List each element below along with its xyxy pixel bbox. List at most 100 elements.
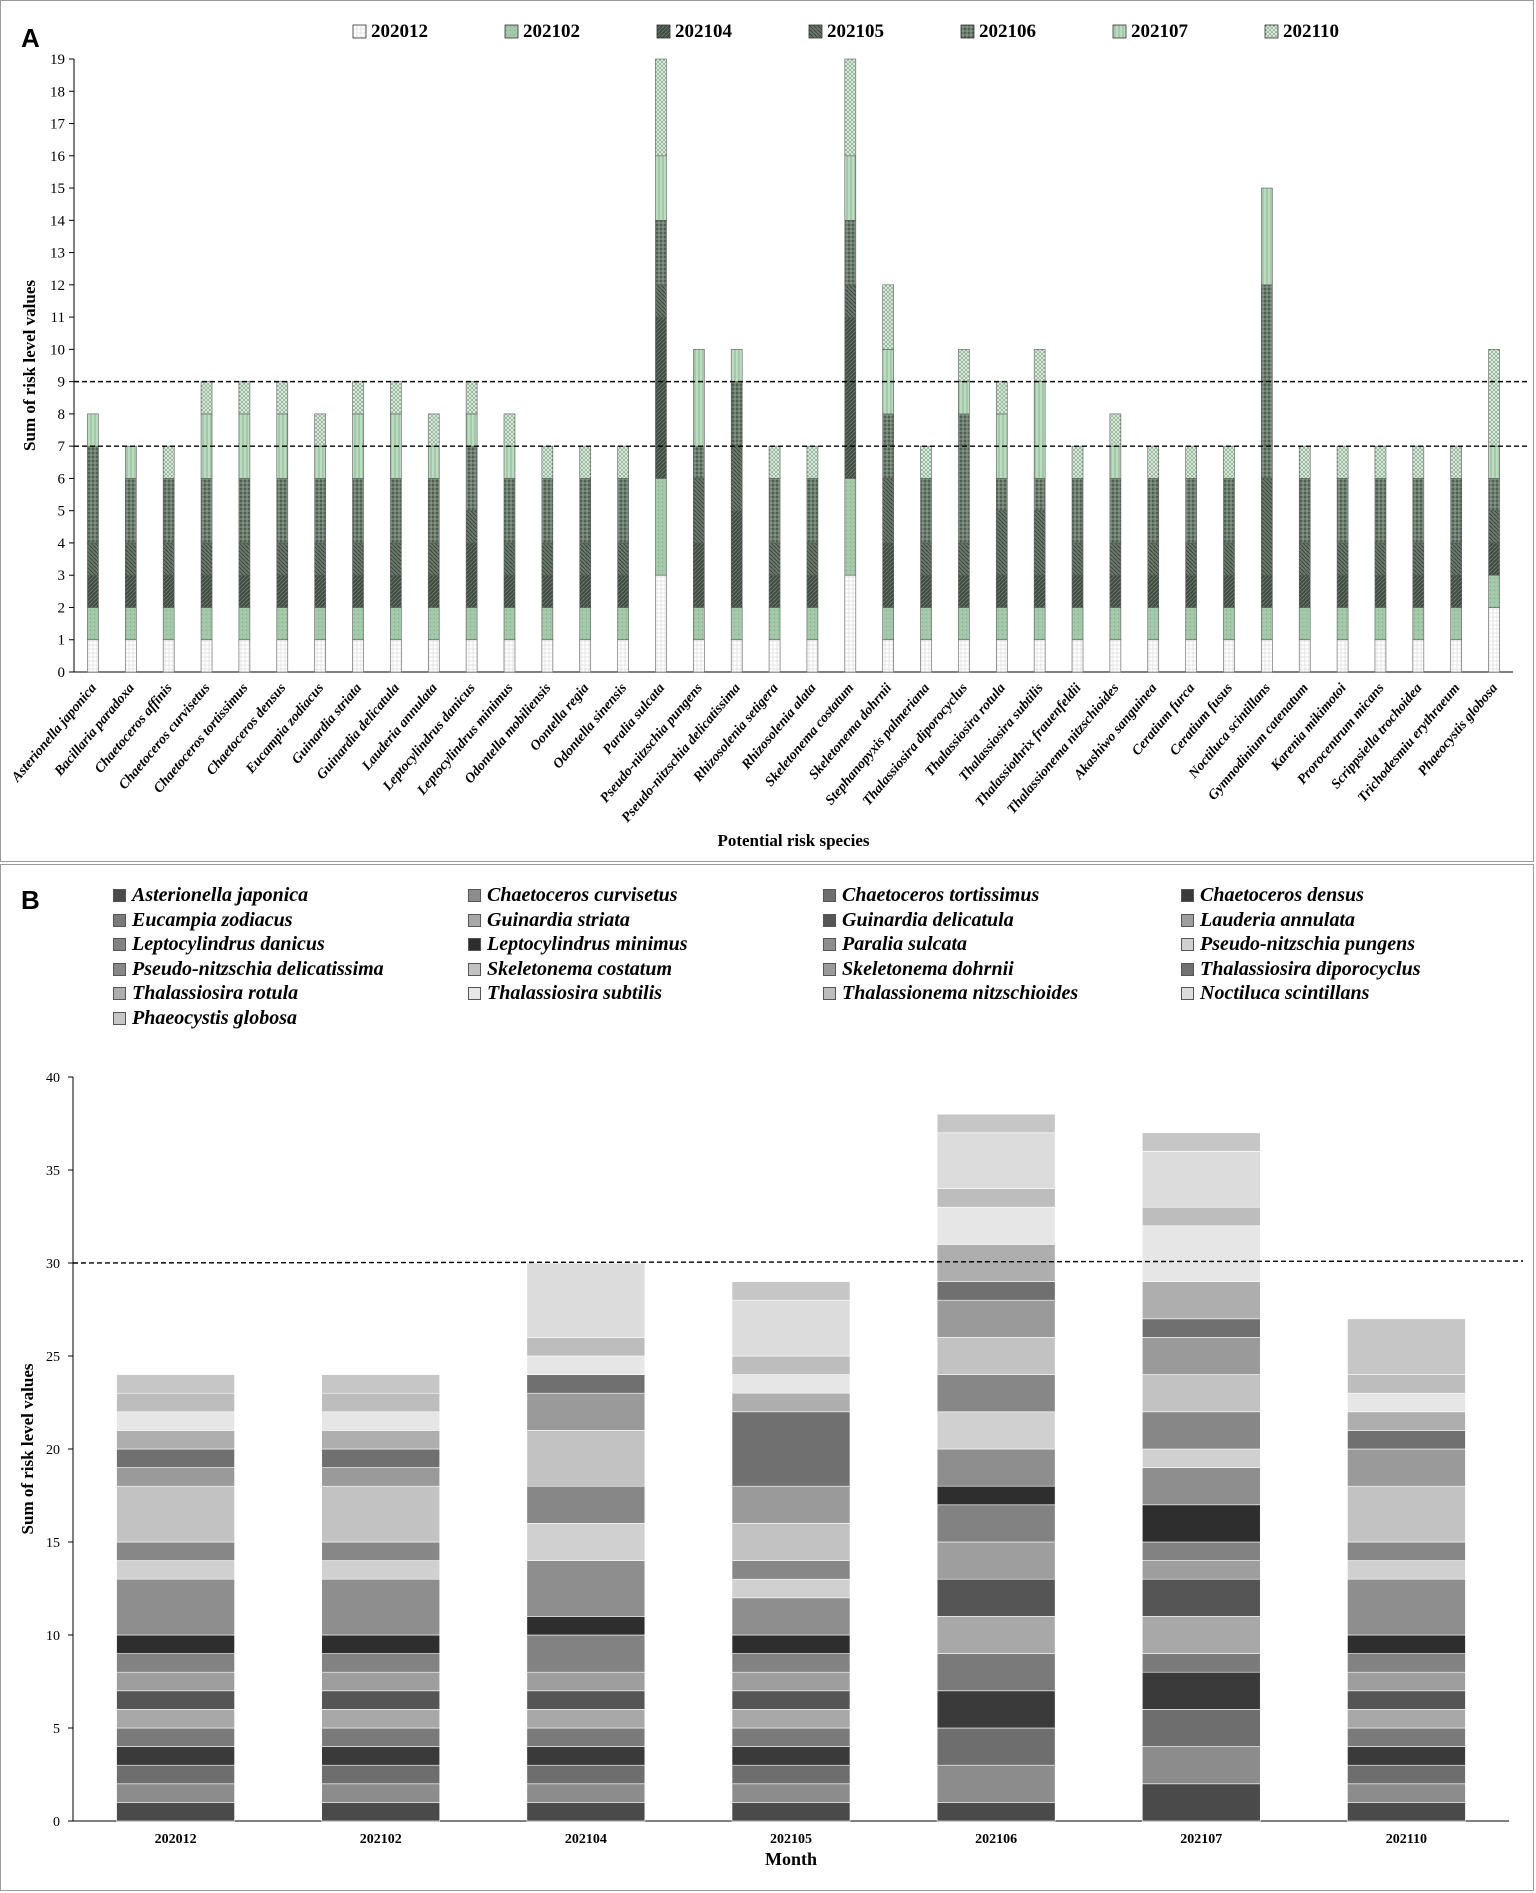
bar-thalassionema-nitzschioides-202012 xyxy=(116,1392,235,1413)
bar-202110-ceratium-fusus xyxy=(1223,445,1235,479)
bar-202105-stephanopyxis-palmeriana xyxy=(920,542,932,576)
bar-202105-guinardia-delicatula xyxy=(390,542,402,576)
bar-202106-phaeocystis-globosa xyxy=(1488,478,1500,511)
bar-202110-chaetoceros-densus xyxy=(276,381,289,415)
y-tick-label-b: 10 xyxy=(46,1629,60,1644)
bar-phaeocystis-globosa-202102 xyxy=(321,1374,441,1394)
legend-item-b: Paralia sulcata xyxy=(823,933,967,956)
legend-swatch-b xyxy=(1181,913,1194,927)
bar-202102-chaetoceros-tortissimus xyxy=(238,607,251,641)
bar-202105-thalassiosira-subtilis xyxy=(1033,510,1046,576)
bar-202104-chaetoceros-densus xyxy=(276,574,289,608)
y-axis-label-b: Sum of risk level values xyxy=(18,1363,37,1534)
bar-noctiluca-scintillans-202107 xyxy=(1141,1151,1261,1208)
bar-202012-pseudo-nitzschia-delicatissima xyxy=(730,639,743,673)
bar-202102-odontella-mobiliensis xyxy=(541,607,554,641)
y-tick-label-a: 6 xyxy=(58,471,66,487)
bar-pseudo-nitzschia-pungens-202106 xyxy=(936,1411,1056,1450)
bar-202012-thalassiothrix-frauenfeldii xyxy=(1071,639,1084,673)
legend-label-b: Guinardia delicatula xyxy=(842,908,1014,931)
bar-202110-eucampia-zodiacus xyxy=(314,413,326,447)
legend-label-b: Phaeocystis globosa xyxy=(132,1006,297,1029)
bar-202105-akashiwo-sanguinea xyxy=(1147,542,1160,576)
bar-202106-gymnodinium-catenatum xyxy=(1298,478,1311,544)
bar-thalassiosira-subtilis-202107 xyxy=(1141,1225,1261,1282)
bar-202012-gymnodinium-catenatum xyxy=(1298,639,1311,673)
y-tick-label-b: 5 xyxy=(53,1722,60,1737)
y-tick-label-a: 3 xyxy=(58,568,66,584)
bar-202105-bacillaria-paradoxa xyxy=(125,542,137,576)
bar-202102-oontella-regia xyxy=(579,607,592,641)
legend-swatch-b xyxy=(468,962,481,976)
legend-label-b: Pseudo-nitzschia pungens xyxy=(1200,933,1416,955)
bar-202106-eucampia-zodiacus xyxy=(314,478,326,544)
y-tick-label-a: 13 xyxy=(50,246,65,262)
legend-label-b: Lauderia annulata xyxy=(1200,908,1356,931)
bar-guinardia-delicatula-202012 xyxy=(116,1690,235,1710)
bar-202104-pseudo-nitzschia-pungens xyxy=(693,542,705,608)
bar-202102-skeletonema-costatum xyxy=(844,478,857,576)
bar-eucampia-zodiacus-202105 xyxy=(731,1727,851,1747)
bar-202107-bacillaria-paradoxa xyxy=(125,445,137,479)
bar-202102-skeletonema-dohrnii xyxy=(882,607,894,641)
bar-thalassiosira-subtilis-202105 xyxy=(731,1374,851,1394)
bar-chaetoceros-densus-202107 xyxy=(1141,1671,1261,1710)
legend-label-b: Chaetoceros densus xyxy=(1200,884,1364,906)
bar-202105-chaetoceros-tortissimus xyxy=(238,542,251,576)
bar-202102-asterionella-japonica xyxy=(87,607,99,641)
bar-202102-paralia-sulcata xyxy=(655,478,667,576)
bar-202102-scrippsiella-trochoidea xyxy=(1412,607,1425,641)
legend-label-b: Leptocylindrus danicus xyxy=(132,933,325,955)
bar-pseudo-nitzschia-delicatissima-202104 xyxy=(526,1485,646,1524)
bar-202107-paralia-sulcata xyxy=(655,155,667,221)
bar-202106-trichodesmiu-erythraeum xyxy=(1450,478,1462,544)
bar-202110-gymnodinium-catenatum xyxy=(1298,445,1311,479)
bar-chaetoceros-densus-202110 xyxy=(1347,1746,1466,1766)
legend-label-b: Thalassionema nitzschioides xyxy=(842,982,1079,1004)
bar-leptocylindrus-minimus-202105 xyxy=(731,1634,851,1654)
bar-skeletonema-dohrnii-202102 xyxy=(321,1467,441,1487)
legend-label-b: Paralia sulcata xyxy=(842,933,968,955)
bar-guinardia-striata-202012 xyxy=(116,1709,235,1729)
legend-swatch-b xyxy=(468,938,481,951)
bar-202106-asterionella-japonica xyxy=(87,445,99,544)
bar-202012-noctiluca-scintillans xyxy=(1261,639,1273,673)
bar-202105-skeletonema-costatum xyxy=(844,284,857,318)
bar-202104-thalassiosira-subtilis xyxy=(1033,574,1046,608)
legend-swatch-b xyxy=(113,913,126,927)
bar-202110-odontella-sinensis xyxy=(617,445,629,479)
bar-202110-lauderia-annulata xyxy=(427,413,440,447)
bar-skeletonema-costatum-202104 xyxy=(526,1430,646,1487)
legend-label-b: Thalassiosira rotula xyxy=(132,982,299,1004)
legend-swatch-a xyxy=(1264,24,1279,39)
bar-202104-odontella-sinensis xyxy=(617,574,629,608)
bar-202012-akashiwo-sanguinea xyxy=(1147,639,1160,673)
bar-pseudo-nitzschia-delicatissima-202106 xyxy=(936,1374,1056,1413)
bar-asterionella-japonica-202104 xyxy=(526,1802,646,1822)
bar-202110-odontella-mobiliensis xyxy=(541,445,554,479)
bar-202105-rhizosolenia-alata xyxy=(806,542,819,576)
bar-pseudo-nitzschia-delicatissima-202107 xyxy=(1141,1411,1261,1450)
legend-swatch-b xyxy=(823,938,836,951)
bar-thalassiosira-subtilis-202106 xyxy=(936,1206,1056,1245)
bar-paralia-sulcata-202106 xyxy=(936,1448,1056,1487)
bar-pseudo-nitzschia-pungens-202107 xyxy=(1141,1448,1261,1468)
bar-thalassionema-nitzschioides-202104 xyxy=(526,1337,646,1357)
bar-202102-leptocylindrus-danicus xyxy=(465,607,478,641)
bar-chaetoceros-curvisetus-202102 xyxy=(321,1783,441,1803)
bar-202105-pseudo-nitzschia-delicatissima xyxy=(730,445,743,511)
legend-item-b: Skeletonema costatum xyxy=(468,958,672,981)
bar-phaeocystis-globosa-202110 xyxy=(1347,1318,1466,1375)
legend-label-b: Skeletonema costatum xyxy=(487,957,672,980)
bar-202012-odontella-mobiliensis xyxy=(541,639,554,673)
bar-202012-thalassionema-nitzschioides xyxy=(1109,639,1122,673)
bar-202106-rhizosolenia-alata xyxy=(806,478,819,544)
bar-paralia-sulcata-202110 xyxy=(1347,1578,1466,1636)
bar-202110-chaetoceros-curvisetus xyxy=(200,381,213,415)
bar-202105-eucampia-zodiacus xyxy=(314,542,326,576)
bar-thalassiosira-diporocyclus-202105 xyxy=(731,1411,851,1487)
legend-label-b: Skeletonema dohrnii xyxy=(842,957,1014,980)
x-tick-label-a: Guinardia striata xyxy=(289,681,365,767)
legend-item-b: Asterionella japonica xyxy=(113,884,308,907)
legend-swatch-b xyxy=(113,1011,126,1025)
